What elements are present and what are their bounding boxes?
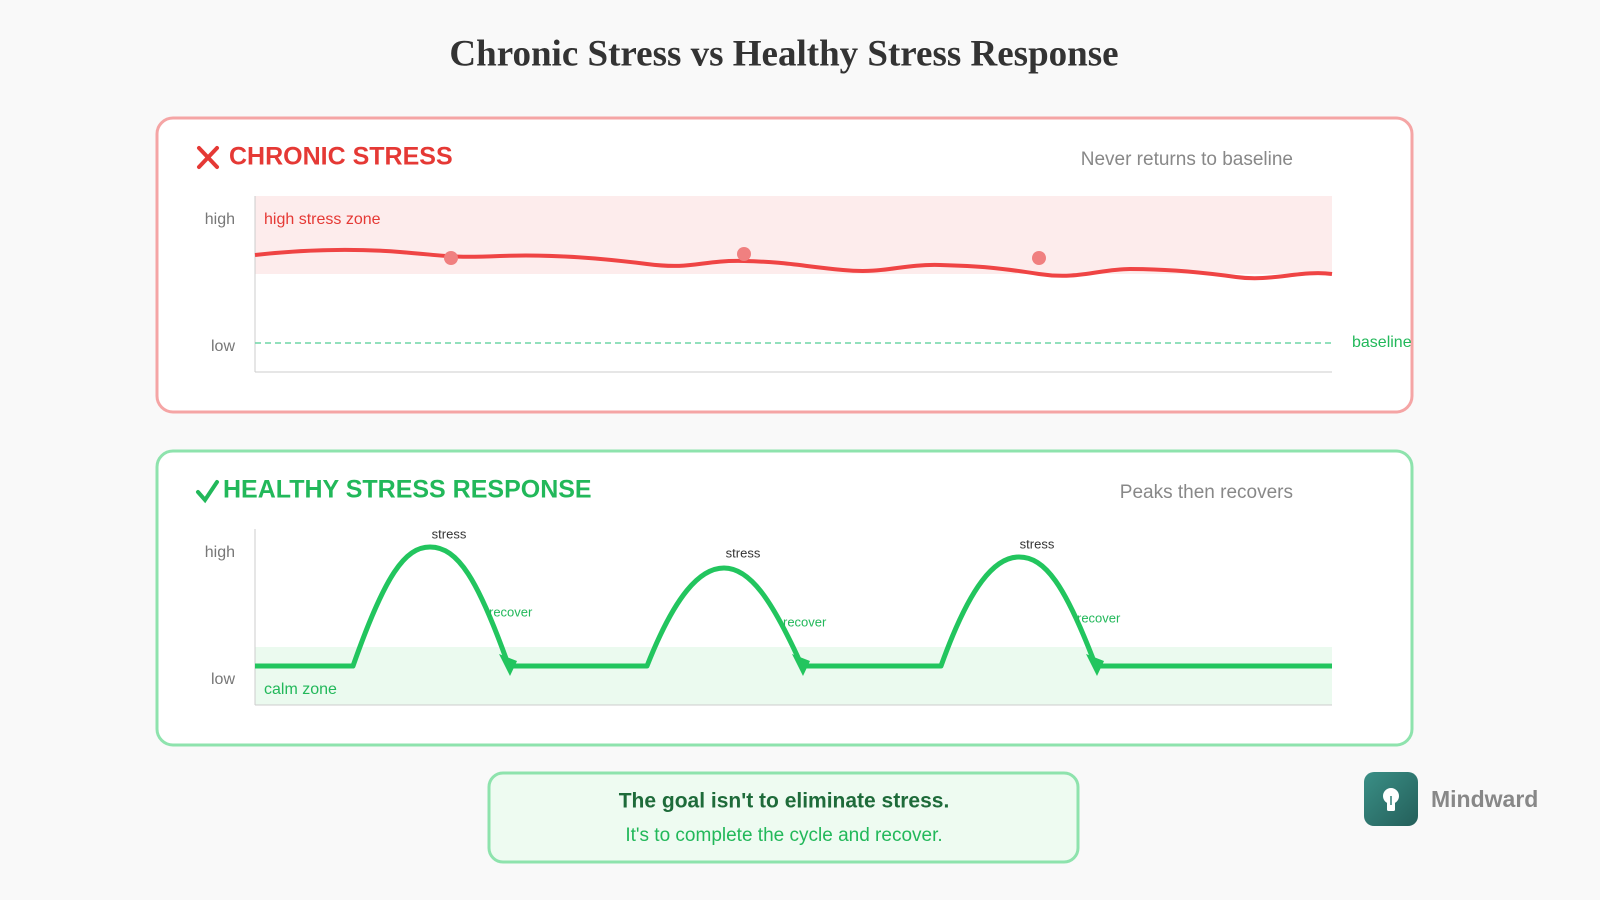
recover-label: recover bbox=[783, 614, 827, 629]
axis-label: high bbox=[205, 544, 235, 561]
callout-subline: It's to complete the cycle and recover. bbox=[625, 825, 942, 846]
peak-label: stress bbox=[726, 545, 761, 560]
zone-label: high stress zone bbox=[264, 211, 381, 228]
zone-label: calm zone bbox=[264, 681, 337, 698]
check-icon bbox=[196, 480, 219, 504]
recover-label: recover bbox=[1077, 610, 1121, 625]
callout-headline: The goal isn't to eliminate stress. bbox=[619, 790, 950, 813]
axis-label: high bbox=[205, 211, 235, 228]
page-title: Chronic Stress vs Healthy Stress Respons… bbox=[449, 33, 1118, 74]
axis-label: low bbox=[211, 671, 235, 688]
brand-name: Mindward bbox=[1431, 786, 1538, 812]
panel-note: Peaks then recovers bbox=[1120, 482, 1293, 503]
stress-dots bbox=[444, 247, 1046, 265]
baseline-label: baseline bbox=[1352, 334, 1412, 351]
bulb-icon bbox=[1383, 788, 1399, 811]
high-zone bbox=[255, 196, 1332, 274]
peak-label: stress bbox=[1020, 536, 1055, 551]
peak-label: stress bbox=[432, 526, 467, 541]
response-curve bbox=[255, 544, 1332, 669]
axis-label: low bbox=[211, 338, 235, 355]
recover-label: recover bbox=[489, 604, 533, 619]
panel-title: HEALTHY STRESS RESPONSE bbox=[223, 476, 592, 504]
cross-icon bbox=[197, 146, 219, 169]
panel-title: CHRONIC STRESS bbox=[229, 143, 453, 171]
panel-note: Never returns to baseline bbox=[1081, 149, 1293, 170]
callout bbox=[487, 771, 1080, 864]
arrowheads bbox=[499, 654, 1104, 676]
